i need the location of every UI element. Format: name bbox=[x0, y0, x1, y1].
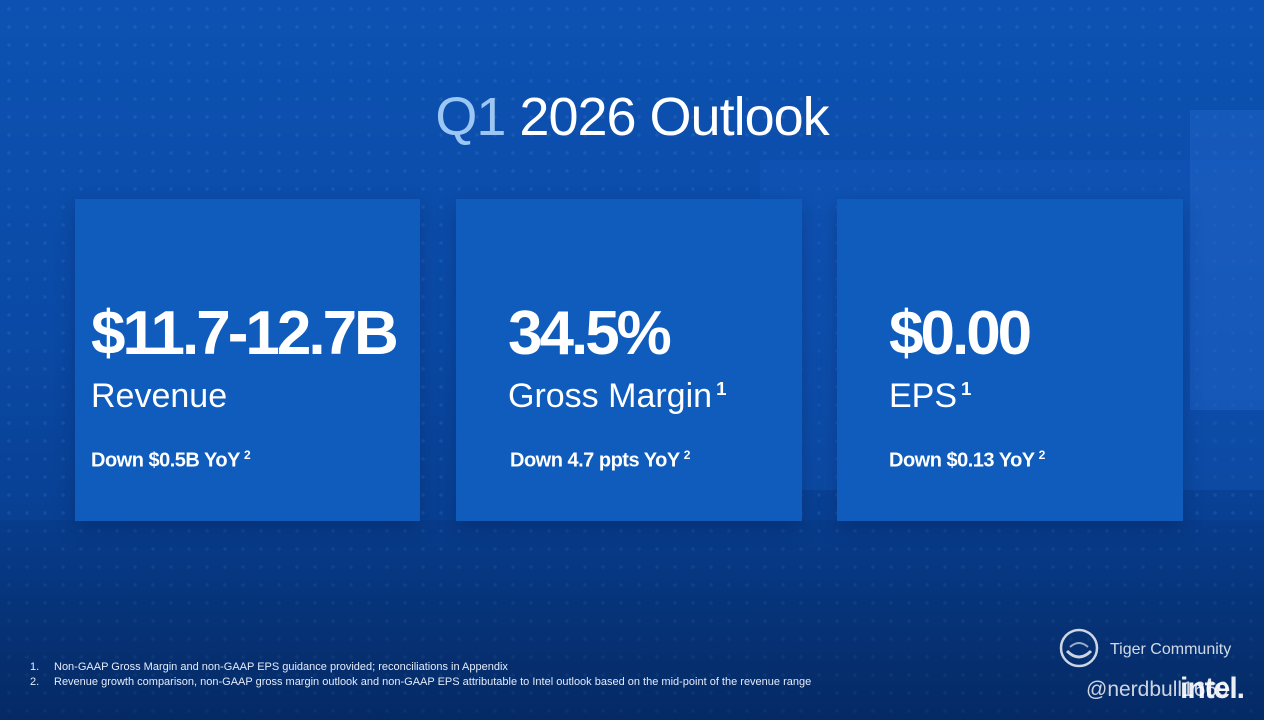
footnote-text: Revenue growth comparison, non-GAAP gros… bbox=[54, 676, 812, 688]
revenue-change: Down $0.5B YoY 2 bbox=[91, 448, 251, 472]
slide-title-rest: 2026 Outlook bbox=[519, 87, 829, 147]
gross-margin-label-text: Gross Margin bbox=[508, 377, 713, 415]
watermark-handle: @nerdbull1669 bbox=[1086, 678, 1229, 701]
footnotes: 1. Non-GAAP Gross Margin and non-GAAP EP… bbox=[30, 660, 811, 690]
revenue-card: $11.7-12.7B Revenue Down $0.5B YoY 2 bbox=[75, 199, 420, 521]
slide-title: Q1 2026 Outlook bbox=[0, 86, 1264, 148]
eps-change-footnote: 2 bbox=[1038, 448, 1046, 462]
eps-value: $0.00 bbox=[889, 299, 1032, 368]
eps-label-text: EPS bbox=[889, 377, 958, 415]
gross-margin-label: Gross Margin 1 bbox=[508, 379, 726, 413]
intel-logo: intel. bbox=[1180, 672, 1245, 705]
gross-margin-label-footnote: 1 bbox=[716, 377, 727, 399]
watermark-name: Tiger Community bbox=[1110, 641, 1232, 658]
footnote-2: 2. Revenue growth comparison, non-GAAP g… bbox=[30, 675, 811, 690]
gross-margin-change-footnote: 2 bbox=[683, 448, 691, 462]
gross-margin-change-text: Down 4.7 ppts YoY bbox=[510, 449, 680, 472]
footnote-text: Non-GAAP Gross Margin and non-GAAP EPS g… bbox=[54, 661, 508, 673]
background-floor-shade bbox=[0, 520, 1264, 720]
eps-card: $0.00 EPS 1 Down $0.13 YoY 2 bbox=[837, 199, 1183, 521]
revenue-label-text: Revenue bbox=[91, 377, 228, 415]
slide-title-quarter: Q1 bbox=[435, 87, 506, 147]
eps-label: EPS 1 bbox=[889, 379, 971, 413]
eps-label-footnote: 1 bbox=[961, 377, 972, 399]
revenue-change-text: Down $0.5B YoY bbox=[91, 449, 240, 472]
eps-change: Down $0.13 YoY 2 bbox=[889, 449, 1045, 471]
footnote-number: 2. bbox=[30, 676, 40, 688]
gross-margin-card: 34.5% Gross Margin 1 Down 4.7 ppts YoY 2 bbox=[456, 199, 802, 521]
footnote-number: 1. bbox=[30, 661, 40, 673]
tiger-community-logo-icon bbox=[1059, 628, 1099, 668]
eps-change-text: Down $0.13 YoY bbox=[889, 449, 1035, 472]
background-panel bbox=[1190, 110, 1264, 410]
gross-margin-value: 34.5% bbox=[508, 299, 672, 368]
revenue-change-footnote: 2 bbox=[243, 448, 251, 462]
revenue-value: $11.7-12.7B bbox=[91, 299, 399, 368]
footnote-1: 1. Non-GAAP Gross Margin and non-GAAP EP… bbox=[30, 660, 811, 675]
gross-margin-change: Down 4.7 ppts YoY 2 bbox=[510, 449, 690, 471]
revenue-label: Revenue bbox=[91, 379, 227, 413]
